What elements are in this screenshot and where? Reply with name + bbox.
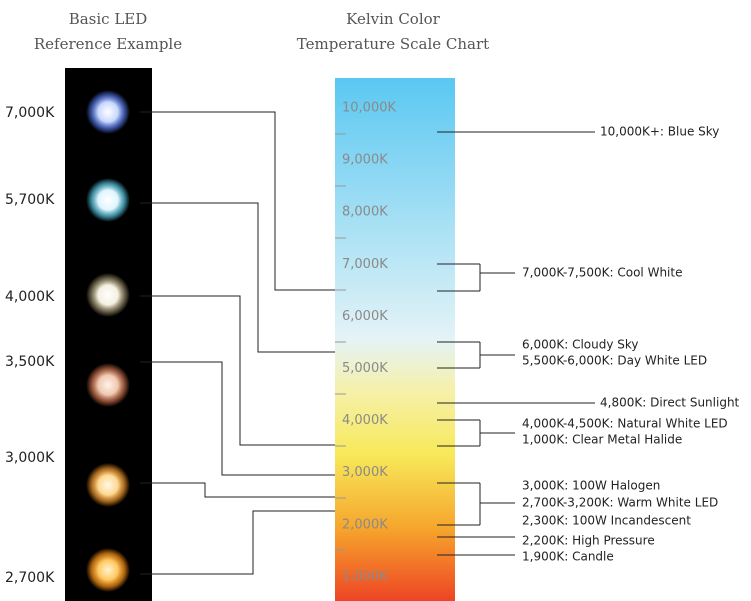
note: 1,900K: Candle bbox=[522, 550, 614, 564]
note: 3,000K: 100W Halogen bbox=[522, 479, 660, 493]
led-label: 7,000K bbox=[5, 105, 55, 121]
connector bbox=[140, 482, 335, 498]
led bbox=[86, 273, 130, 317]
note: 2,200K: High Pressure bbox=[522, 534, 655, 548]
connector bbox=[140, 111, 335, 291]
note: 1,000K: Clear Metal Halide bbox=[522, 433, 682, 447]
scale-label: 6,000K bbox=[342, 309, 388, 324]
heading: Kelvin Color bbox=[346, 10, 441, 28]
led-label: 3,500K bbox=[5, 354, 55, 370]
scale-label: 3,000K bbox=[342, 465, 388, 480]
led-label: 3,000K bbox=[5, 450, 55, 466]
scale-label: 1,000K bbox=[342, 569, 388, 584]
note: 10,000K+: Blue Sky bbox=[600, 125, 719, 139]
led-label: 2,700K bbox=[5, 570, 55, 586]
note: 2,700K-3,200K: Warm White LED bbox=[522, 496, 718, 510]
heading: Temperature Scale Chart bbox=[297, 35, 489, 53]
connector bbox=[140, 295, 335, 446]
note: 7,000K-7,500K: Cool White bbox=[522, 266, 682, 280]
led-label: 5,700K bbox=[5, 192, 55, 208]
scale-label: 5,000K bbox=[342, 361, 388, 376]
led-label: 4,000K bbox=[5, 289, 55, 305]
scale-label: 8,000K bbox=[342, 205, 388, 220]
note: 6,000K: Cloudy Sky bbox=[522, 338, 639, 352]
kelvin-bar bbox=[335, 78, 455, 601]
connector bbox=[140, 202, 335, 353]
connector bbox=[140, 361, 335, 476]
note: 2,300K: 100W Incandescent bbox=[522, 514, 691, 528]
note: 5,500K-6,000K: Day White LED bbox=[522, 354, 707, 368]
led bbox=[86, 90, 130, 134]
heading: Basic LED bbox=[69, 10, 148, 28]
scale-label: 9,000K bbox=[342, 153, 388, 168]
scale-label: 10,000K bbox=[342, 101, 396, 116]
note: 4,000K-4,500K: Natural White LED bbox=[522, 417, 728, 431]
led bbox=[86, 548, 130, 592]
heading: Reference Example bbox=[34, 35, 182, 53]
scale-label: 7,000K bbox=[342, 257, 388, 272]
led bbox=[86, 463, 130, 507]
led bbox=[86, 178, 130, 222]
connector bbox=[140, 510, 335, 575]
led-strip bbox=[65, 68, 152, 601]
note: 4,800K: Direct Sunlight bbox=[600, 396, 740, 410]
scale-label: 2,000K bbox=[342, 517, 388, 532]
led bbox=[86, 363, 130, 407]
scale-label: 4,000K bbox=[342, 413, 388, 428]
